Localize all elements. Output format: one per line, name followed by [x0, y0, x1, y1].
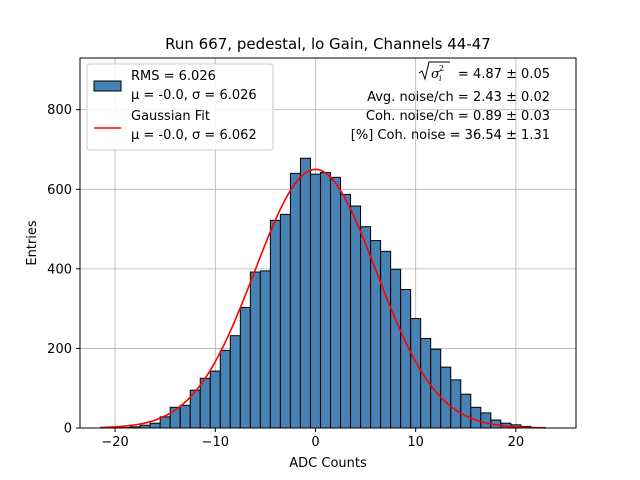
histogram-bar-8 [199, 377, 211, 429]
histogram-bar-3 [149, 422, 161, 429]
svg-text:σ: σ [431, 67, 441, 82]
histogram-bar-18 [299, 157, 311, 429]
x-tick-label-4: 20 [508, 435, 525, 450]
chart-title: Run 667, pedestal, lo Gain, Channels 44-… [165, 35, 491, 53]
histogram-bar-27 [390, 268, 402, 429]
legend: RMS = 6.026 μ = -0.0, σ = 6.026 Gaussian… [86, 63, 274, 151]
histogram-bar-19 [309, 173, 321, 429]
x-axis-label: ADC Counts [289, 456, 367, 471]
histogram-bar-34 [460, 393, 472, 429]
histogram-bar-36 [480, 412, 492, 429]
histogram-bar-24 [360, 226, 372, 429]
x-axis-ticks: −20 −10 0 10 20 [101, 428, 524, 450]
y-tick-label-4: 800 [47, 103, 72, 118]
histogram-bar-17 [289, 172, 301, 429]
x-tick-label-3: 10 [407, 435, 424, 450]
svg-text:i: i [439, 74, 442, 83]
legend-hist-params: μ = -0.0, σ = 6.026 [131, 88, 257, 103]
avg-noise-annotation: Avg. noise/ch = 2.43 ± 0.02 [367, 90, 550, 105]
y-axis-label: Entries [25, 220, 40, 266]
legend-box [86, 63, 274, 151]
legend-patch-histogram [93, 80, 122, 92]
histogram-bar-23 [350, 205, 362, 429]
y-tick-label-0: 0 [64, 422, 72, 437]
histogram-bar-13 [249, 271, 261, 429]
x-tick-label-1: −10 [202, 435, 229, 450]
sqrt-sigma-symbol: σ 2 i [418, 61, 450, 83]
x-tick-label-2: 0 [311, 435, 319, 450]
noise-annotations: σ 2 i = 4.87 ± 0.05 Avg. noise/ch = 2.43… [351, 61, 550, 143]
svg-text:2: 2 [439, 64, 444, 73]
histogram-bar-11 [229, 335, 241, 429]
histogram-bar-14 [259, 270, 271, 429]
coh-noise-pct-annotation: [%] Coh. noise = 36.54 ± 1.31 [351, 128, 550, 143]
histogram-bar-22 [340, 193, 352, 429]
y-axis-ticks: 0 200 400 600 800 [47, 103, 80, 437]
x-tick-label-0: −20 [101, 435, 128, 450]
legend-fit-params: μ = -0.0, σ = 6.062 [131, 128, 257, 143]
histogram-bars [119, 157, 542, 429]
histogram-bar-21 [330, 176, 342, 429]
y-tick-label-1: 200 [47, 342, 72, 357]
legend-fit-label: Gaussian Fit [131, 109, 210, 124]
histogram-bar-9 [209, 370, 221, 429]
histogram-bar-31 [430, 348, 442, 429]
histogram-bar-26 [380, 250, 392, 429]
y-tick-label-3: 600 [47, 183, 72, 198]
histogram-bar-33 [450, 379, 462, 429]
histogram-bar-20 [319, 172, 332, 429]
histogram-bar-29 [410, 318, 422, 429]
histogram-bar-12 [239, 306, 251, 429]
histogram-bar-15 [269, 219, 281, 429]
histogram-bar-28 [400, 289, 412, 429]
y-tick-label-2: 400 [47, 262, 72, 277]
histogram-bar-4 [159, 416, 171, 429]
legend-rms-label: RMS = 6.026 [131, 69, 216, 84]
histogram-bar-6 [179, 404, 191, 429]
plot-frame [79, 57, 577, 429]
histogram-bar-10 [219, 349, 231, 429]
histogram-bar-16 [279, 213, 291, 429]
gaussian-fit-curve [100, 168, 546, 429]
sqrt-sigma-value: = 4.87 ± 0.05 [458, 67, 550, 82]
coh-noise-annotation: Coh. noise/ch = 0.89 ± 0.03 [366, 109, 550, 124]
histogram-bar-35 [470, 406, 482, 429]
